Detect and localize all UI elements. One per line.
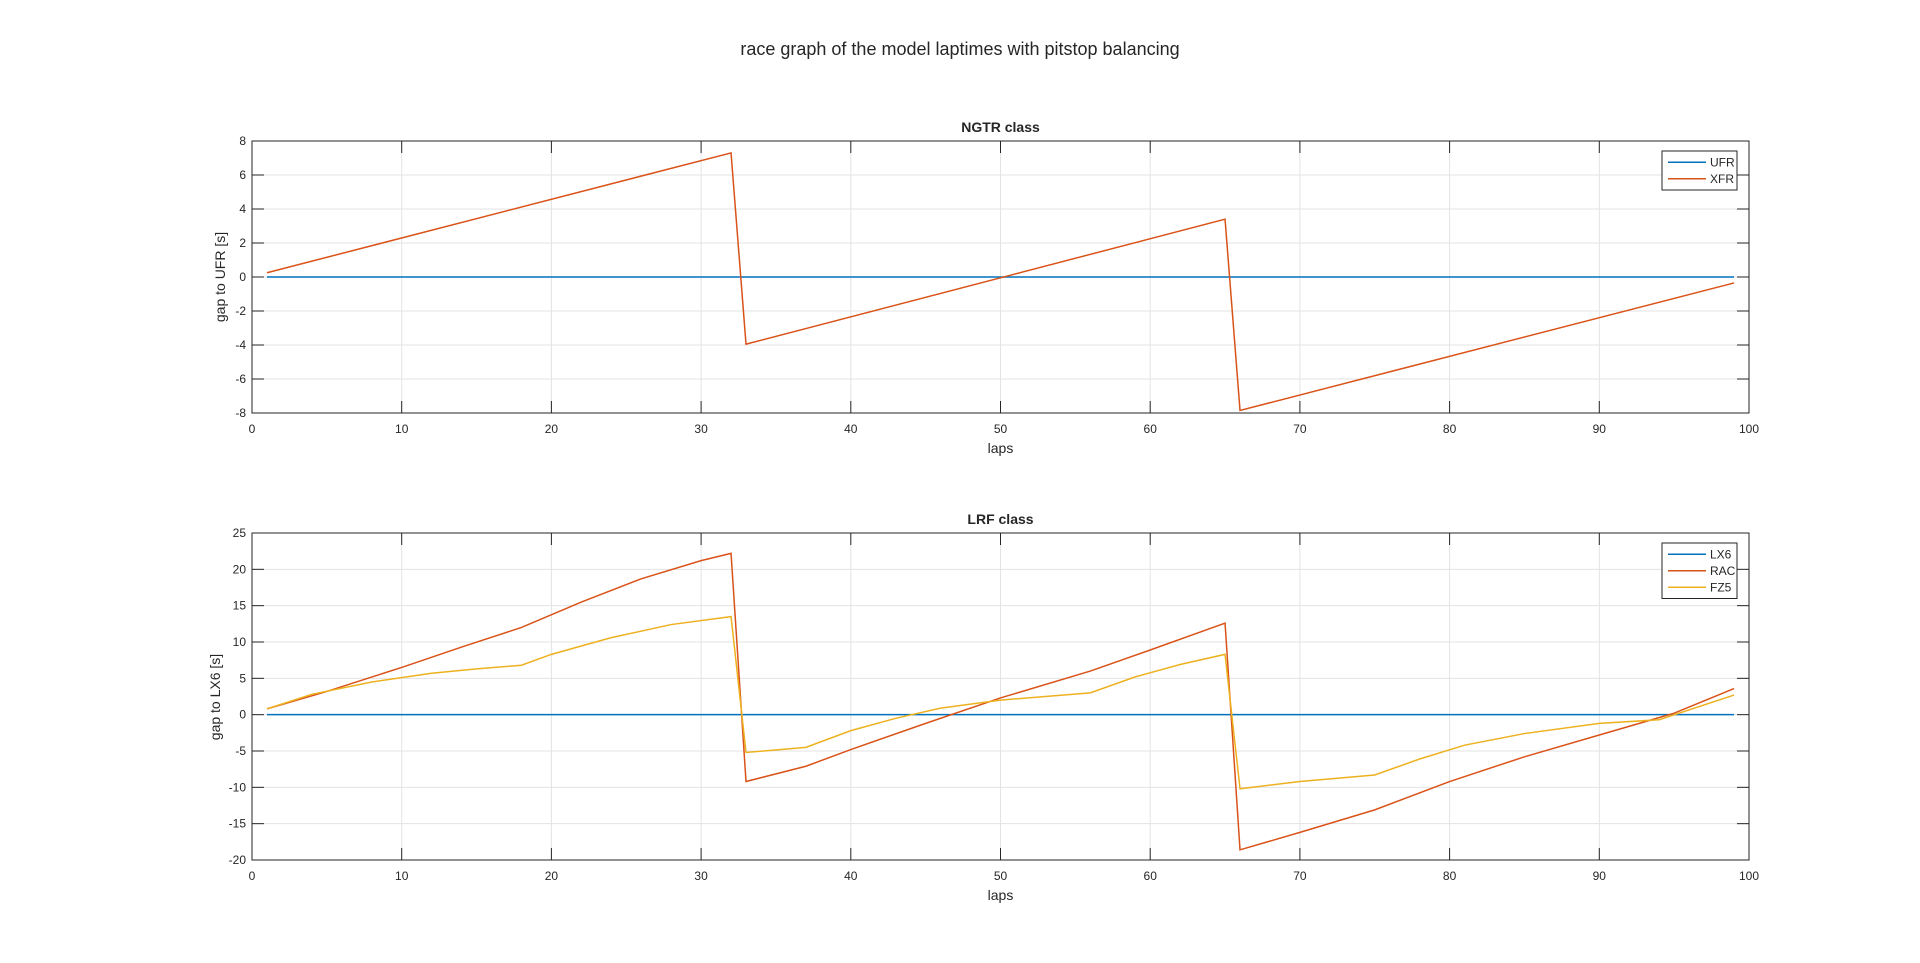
figure-title: race graph of the model laptimes with pi… (740, 39, 1179, 59)
tick-labels: 0 10 20 30 40 50 60 70 80 90 100 -8 -6 -4 -2 0 2 4 6 8 (235, 134, 1759, 436)
ngtr-subplot: 0 10 20 30 40 50 60 70 80 90 100 -8 -6 -4 -2 0 2 4 6 8 NGTR… (212, 119, 1759, 456)
series-line-fz5 (266, 615, 1735, 790)
y-tick-label: -15 (229, 817, 247, 831)
y-tick-label: 8 (239, 134, 246, 148)
series-lines (266, 151, 1735, 412)
x-tick-label: 20 (545, 422, 559, 436)
x-tick-label: 0 (249, 869, 256, 883)
x-tick-label: 80 (1443, 869, 1457, 883)
y-tick-label: -4 (235, 338, 246, 352)
x-tick-label: 60 (1144, 422, 1158, 436)
y-tick-label: 6 (239, 168, 246, 182)
x-tick-label: 100 (1739, 869, 1759, 883)
legend-label: XFR (1710, 172, 1734, 186)
x-axis-label: laps (988, 887, 1014, 903)
y-tick-label: 5 (239, 671, 246, 685)
x-tick-label: 20 (545, 869, 559, 883)
subplot-title: NGTR class (961, 119, 1040, 135)
axes (251, 140, 1750, 414)
legend: UFR XFR (1661, 150, 1738, 191)
y-tick-label: -6 (235, 372, 246, 386)
legend-label: LX6 (1710, 547, 1732, 561)
x-axis-label: laps (988, 440, 1014, 456)
x-tick-label: 0 (249, 422, 256, 436)
x-tick-label: 30 (694, 422, 708, 436)
y-tick-label: -2 (235, 304, 246, 318)
y-tick-label: 15 (233, 599, 247, 613)
y-tick-label: -5 (235, 744, 246, 758)
x-tick-label: 90 (1593, 869, 1607, 883)
x-tick-label: 70 (1293, 869, 1307, 883)
y-tick-label: 0 (239, 708, 246, 722)
y-tick-label: 4 (239, 202, 246, 216)
x-tick-label: 10 (395, 869, 409, 883)
y-axis-label: gap to UFR [s] (212, 232, 228, 322)
subplot-title: LRF class (967, 511, 1033, 527)
legend-label: RAC (1710, 564, 1736, 578)
x-tick-label: 50 (994, 422, 1008, 436)
legend-label: UFR (1710, 155, 1735, 169)
y-tick-label: -10 (229, 780, 247, 794)
legend: LX6 RAC FZ5 (1661, 542, 1738, 599)
legend-box (1661, 150, 1738, 191)
tick-labels: 0 10 20 30 40 50 60 70 80 90 100 -20 -15 -10 -5 0 5 10 15 2… (229, 526, 1760, 883)
x-tick-label: 100 (1739, 422, 1759, 436)
x-tick-label: 50 (994, 869, 1008, 883)
series-line-xfr (266, 151, 1735, 412)
axes (251, 532, 1750, 861)
y-tick-label: 10 (233, 635, 247, 649)
x-tick-label: 40 (844, 422, 858, 436)
y-tick-label: 2 (239, 236, 246, 250)
y-tick-label: -20 (229, 853, 247, 867)
x-tick-label: 70 (1293, 422, 1307, 436)
y-axis-label: gap to LX6 [s] (207, 654, 223, 740)
y-tick-label: -8 (235, 406, 246, 420)
lrf-subplot: 0 10 20 30 40 50 60 70 80 90 100 -20 -15 -10 -5 0 5 10 15 2… (207, 511, 1759, 903)
legend-label: FZ5 (1710, 580, 1732, 594)
x-tick-label: 60 (1144, 869, 1158, 883)
x-tick-label: 80 (1443, 422, 1457, 436)
x-tick-label: 30 (694, 869, 708, 883)
x-tick-label: 10 (395, 422, 409, 436)
series-lines (266, 552, 1735, 851)
series-line-rac (266, 552, 1735, 851)
y-tick-label: 20 (233, 562, 247, 576)
x-tick-label: 90 (1593, 422, 1607, 436)
y-tick-label: 25 (233, 526, 247, 540)
x-tick-label: 40 (844, 869, 858, 883)
y-tick-label: 0 (239, 270, 246, 284)
